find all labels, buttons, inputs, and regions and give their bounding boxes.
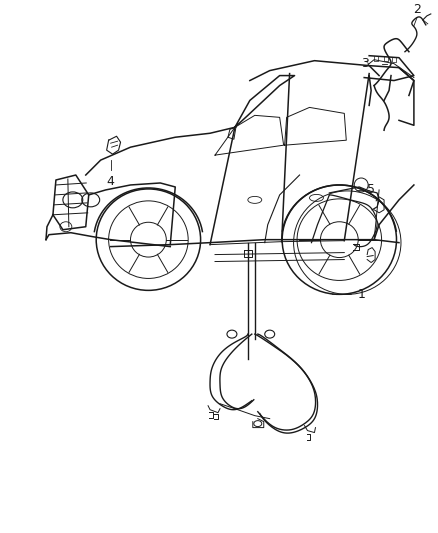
Text: 1: 1 [357,288,365,301]
Text: 5: 5 [367,183,375,197]
Text: 2: 2 [413,3,421,16]
Text: 3: 3 [361,57,369,70]
Text: 4: 4 [107,175,115,188]
